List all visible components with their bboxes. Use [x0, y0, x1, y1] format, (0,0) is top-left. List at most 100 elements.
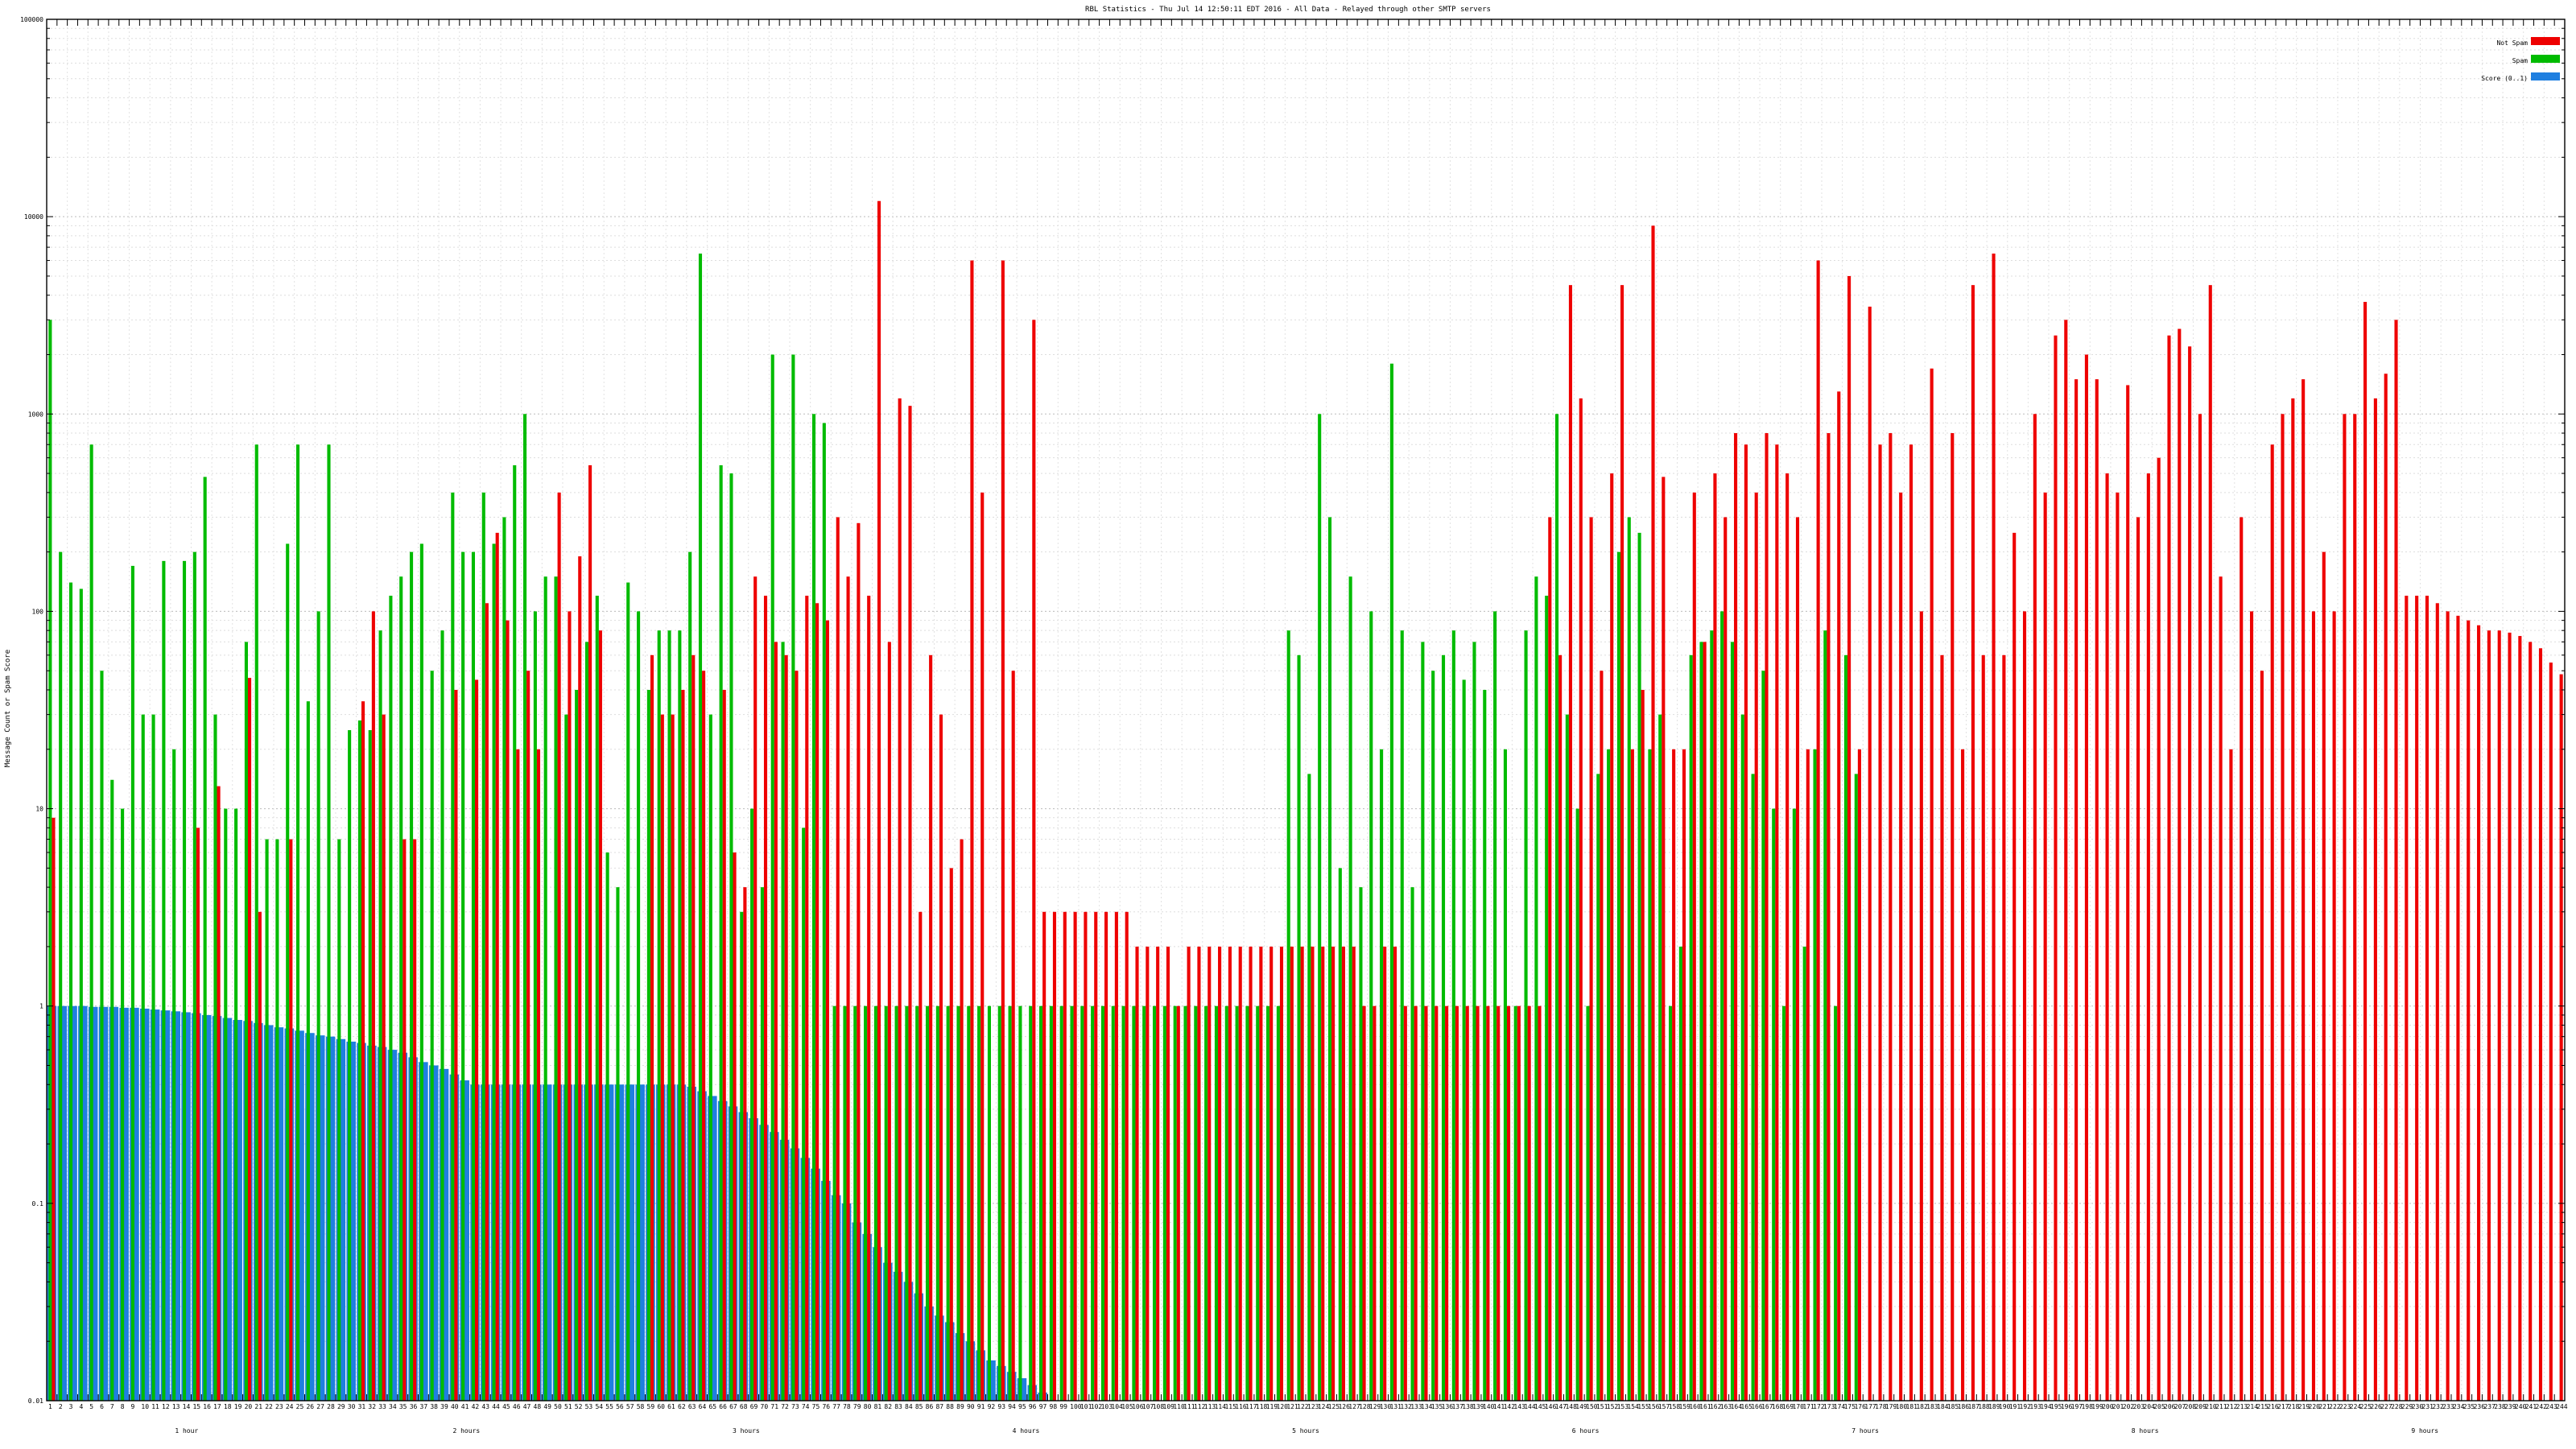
x-tick-label: 192 — [2020, 1403, 2032, 1410]
spam-bar — [368, 730, 372, 1401]
x-tick-label: 94 — [1008, 1403, 1016, 1410]
not-spam-bar — [1641, 689, 1645, 1401]
x-tick-label: 86 — [926, 1403, 934, 1410]
spam-bar — [935, 1005, 939, 1401]
not-spam-bar — [1816, 260, 1820, 1402]
spam-bar — [130, 565, 134, 1401]
not-spam-bar — [1042, 911, 1046, 1401]
x-tick-label: 212 — [2226, 1403, 2238, 1410]
not-spam-bar — [557, 492, 561, 1401]
spam-bar — [224, 808, 228, 1401]
x-tick-label: 154 — [1627, 1403, 1639, 1410]
x-tick-label: 1 — [48, 1403, 52, 1410]
spam-bar — [1441, 654, 1446, 1401]
x-tick-label: 25 — [296, 1403, 304, 1410]
x-tick-label: 165 — [1740, 1403, 1752, 1410]
x-tick-label: 58 — [637, 1403, 645, 1410]
spam-bar — [719, 464, 723, 1401]
not-spam-bar — [1940, 654, 1944, 1401]
x-group-label: 6 hours — [1572, 1427, 1600, 1435]
x-tick-label: 12 — [162, 1403, 170, 1410]
x-tick-label: 91 — [977, 1403, 985, 1410]
score-bar — [130, 1007, 139, 1401]
spam-bar — [1637, 532, 1641, 1401]
not-spam-bar — [1620, 285, 1624, 1402]
x-tick-label: 99 — [1059, 1403, 1067, 1410]
x-tick-label: 206 — [2164, 1403, 2176, 1410]
spam-bar — [1575, 808, 1579, 1401]
x-tick-label: 199 — [2091, 1403, 2103, 1410]
x-tick-label: 209 — [2194, 1403, 2207, 1410]
not-spam-bar — [1517, 1005, 1521, 1401]
not-spam-bar — [1857, 749, 1861, 1401]
x-tick-label: 180 — [1896, 1403, 1908, 1410]
spam-bar — [1534, 576, 1538, 1401]
spam-bar — [1111, 1005, 1115, 1401]
not-spam-bar — [588, 464, 592, 1401]
x-tick-label: 28 — [327, 1403, 335, 1410]
not-spam-bar — [1589, 517, 1593, 1401]
not-spam-bar — [1156, 946, 1160, 1401]
not-spam-bar — [681, 689, 685, 1401]
spam-bar — [1761, 671, 1765, 1401]
not-spam-bar — [949, 868, 953, 1401]
x-tick-label: 11 — [151, 1403, 159, 1410]
spam-bar — [1080, 1005, 1084, 1401]
x-tick-label: 195 — [2050, 1403, 2062, 1410]
spam-bar — [1400, 630, 1404, 1401]
not-spam-bar — [1692, 492, 1696, 1401]
spam-bar — [584, 642, 589, 1401]
spam-bar — [843, 1005, 847, 1401]
x-tick-label: 21 — [254, 1403, 262, 1410]
spam-bar — [1462, 679, 1466, 1401]
spam-bar — [729, 473, 733, 1401]
x-tick-label: 211 — [2215, 1403, 2227, 1410]
not-spam-bar — [1218, 946, 1222, 1401]
x-tick-label: 138 — [1462, 1403, 1474, 1410]
chart-title: RBL Statistics - Thu Jul 14 12:50:11 EDT… — [1085, 6, 1491, 14]
spam-bar — [1730, 642, 1735, 1401]
not-spam-bar — [939, 714, 943, 1401]
not-spam-bar — [2250, 611, 2254, 1401]
not-spam-bar — [1166, 946, 1170, 1401]
x-tick-label: 62 — [678, 1403, 686, 1410]
x-tick-label: 191 — [2009, 1403, 2021, 1410]
x-tick-label: 146 — [1545, 1403, 1557, 1410]
x-tick-label: 3 — [69, 1403, 73, 1410]
x-tick-label: 114 — [1215, 1403, 1227, 1410]
spam-bar — [461, 551, 465, 1401]
x-tick-label: 226 — [2370, 1403, 2382, 1410]
spam-bar — [1049, 1005, 1053, 1401]
not-spam-bar — [1435, 1005, 1439, 1401]
not-spam-bar — [960, 839, 964, 1401]
spam-bar — [925, 1005, 930, 1401]
not-spam-bar — [2002, 654, 2006, 1401]
spam-bar — [1720, 611, 1724, 1401]
not-spam-bar — [1682, 749, 1686, 1401]
not-spam-bar — [1734, 433, 1738, 1402]
spam-bar — [1689, 654, 1693, 1401]
x-tick-label: 193 — [2029, 1403, 2041, 1410]
x-tick-label: 16 — [203, 1403, 211, 1410]
x-tick-label: 108 — [1153, 1403, 1165, 1410]
spam-bar — [440, 630, 444, 1401]
spam-bar — [1648, 749, 1652, 1401]
spam-bar — [286, 543, 290, 1401]
x-tick-label: 6 — [100, 1403, 104, 1410]
x-tick-label: 120 — [1277, 1403, 1289, 1410]
x-tick-label: 15 — [192, 1403, 200, 1410]
not-spam-bar — [2311, 611, 2316, 1401]
x-group-label: 4 hours — [1013, 1427, 1040, 1435]
spam-bar — [1792, 808, 1796, 1401]
x-tick-label: 184 — [1937, 1403, 1949, 1410]
x-tick-label: 244 — [2556, 1403, 2568, 1410]
spam-bar — [1699, 642, 1703, 1401]
spam-bar — [543, 576, 547, 1401]
not-spam-bar — [217, 786, 221, 1401]
x-tick-label: 173 — [1823, 1403, 1835, 1410]
x-tick-label: 38 — [430, 1403, 438, 1410]
not-spam-bar — [1011, 671, 1015, 1401]
spam-bar — [1318, 414, 1322, 1402]
spam-bar — [1307, 774, 1311, 1401]
not-spam-bar — [836, 517, 840, 1401]
